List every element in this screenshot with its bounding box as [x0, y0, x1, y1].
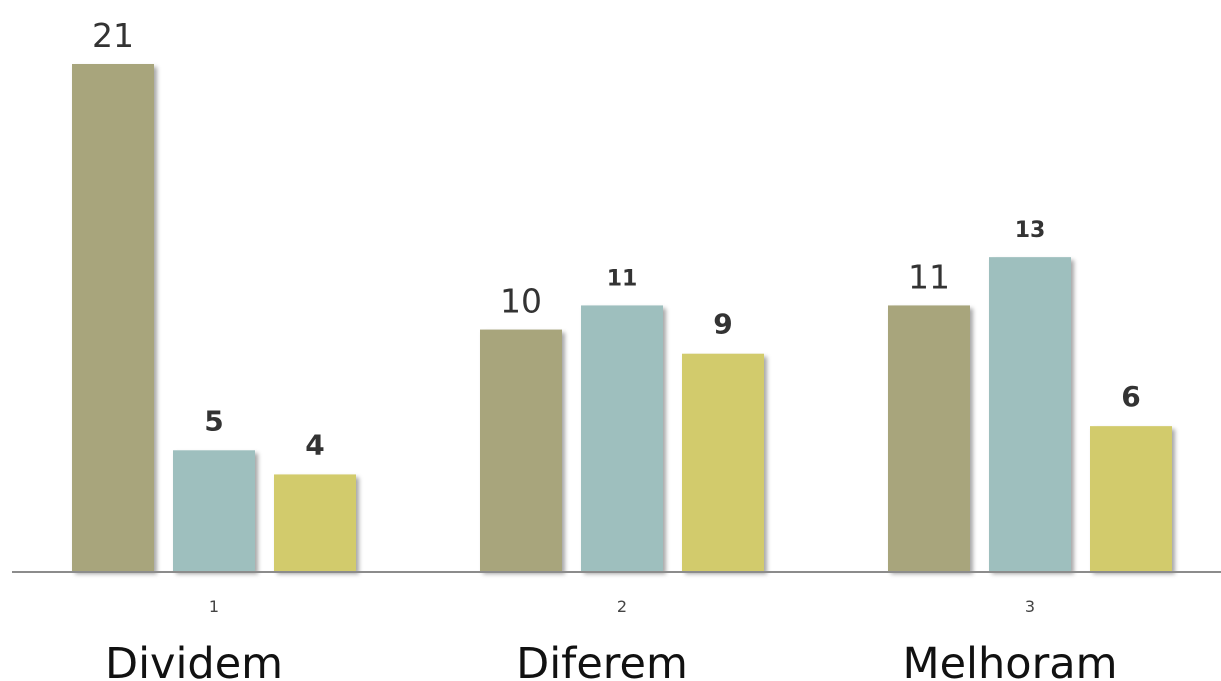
- value-label-group-1-series-1: 21: [92, 16, 134, 55]
- x-tick-labels-layer: 1 2 3: [209, 597, 1035, 616]
- bar-group-3-series-3: [1090, 426, 1172, 571]
- value-label-group-3-series-3: 6: [1121, 380, 1140, 413]
- value-labels-layer: 21 5 4 10 11 9 11 13 6: [92, 16, 1141, 461]
- bar-group-1-series-3: [274, 474, 356, 571]
- x-tick-label-3: 3: [1025, 597, 1035, 616]
- group-label-1: Dividem: [105, 639, 283, 681]
- group-label-3: Melhoram: [903, 639, 1118, 681]
- x-tick-label-2: 2: [617, 597, 627, 616]
- group-label-2: Diferem: [516, 639, 688, 681]
- bars-layer: [72, 64, 1172, 571]
- bar-group-3-series-2: [989, 257, 1071, 571]
- x-tick-label-1: 1: [209, 597, 219, 616]
- value-label-group-2-series-1: 10: [500, 282, 542, 321]
- value-label-group-2-series-2: 11: [607, 266, 638, 291]
- value-label-group-2-series-3: 9: [713, 308, 732, 341]
- value-label-group-3-series-2: 13: [1015, 218, 1046, 243]
- bar-group-2-series-2: [581, 305, 663, 571]
- bar-group-1-series-2: [173, 450, 255, 571]
- value-label-group-1-series-3: 4: [305, 428, 324, 461]
- bar-group-2-series-1: [480, 329, 562, 571]
- group-labels-layer: Dividem Diferem Melhoram: [105, 639, 1118, 681]
- value-label-group-3-series-1: 11: [908, 257, 950, 296]
- bar-group-1-series-1: [72, 64, 154, 571]
- bar-group-2-series-3: [682, 353, 764, 571]
- value-label-group-1-series-2: 5: [204, 404, 223, 437]
- bar-group-3-series-1: [888, 305, 970, 571]
